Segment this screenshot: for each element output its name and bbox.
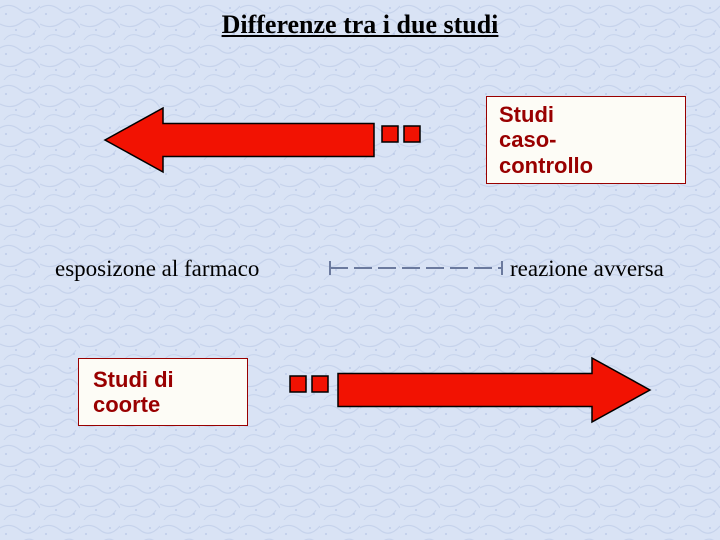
arrow-trail-square — [404, 126, 420, 142]
arrow-left-icon — [105, 108, 420, 172]
arrow-right-icon — [290, 358, 650, 422]
arrow-trail-square — [290, 376, 306, 392]
arrow-layer — [0, 0, 720, 540]
arrow-trail-square — [312, 376, 328, 392]
arrow-trail-square — [382, 126, 398, 142]
